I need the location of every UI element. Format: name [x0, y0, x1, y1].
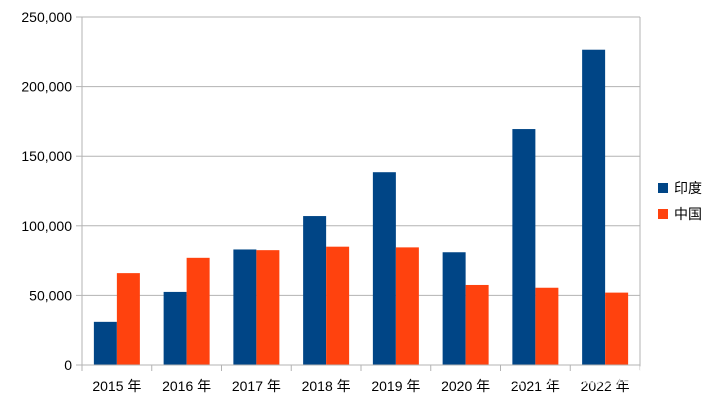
bar-印度-2021 年	[512, 129, 536, 365]
bar-印度-2017 年	[233, 249, 257, 365]
y-tick-label: 200,000	[21, 79, 72, 95]
bar-中国-2021 年	[535, 287, 559, 365]
bar-中国-2022 年	[605, 292, 629, 365]
x-tick-label: 2016 年	[162, 378, 211, 394]
y-tick-label: 50,000	[29, 287, 72, 303]
bar-中国-2020 年	[465, 284, 489, 365]
bar-中国-2015 年	[116, 273, 140, 365]
x-tick-label: 2020 年	[441, 378, 490, 394]
axes	[76, 16, 641, 371]
x-tick-label: 2021 年	[511, 378, 560, 394]
y-tick-label: 100,000	[21, 218, 72, 234]
y-tick-label: 0	[64, 357, 72, 373]
x-tick-label: 2018 年	[302, 378, 351, 394]
y-tick-label: 150,000	[21, 148, 72, 164]
bar-中国-2019 年	[395, 247, 419, 365]
bar-中国-2016 年	[186, 257, 210, 365]
x-tick-label: 2022 年	[581, 378, 630, 394]
legend-swatch	[658, 209, 668, 219]
x-tick-label: 2017 年	[232, 378, 281, 394]
bars	[93, 49, 629, 365]
legend-swatch	[658, 183, 668, 193]
y-tick-labels: 0 50,000 100,000 150,000 200,000 250,000	[21, 9, 72, 373]
x-tick-label: 2019 年	[371, 378, 420, 394]
legend-label: 印度	[674, 180, 702, 196]
x-tick-label: 2015 年	[92, 378, 141, 394]
bar-印度-2018 年	[303, 216, 327, 365]
bar-印度-2022 年	[582, 49, 606, 365]
bar-中国-2018 年	[326, 246, 350, 365]
bar-印度-2020 年	[442, 252, 466, 365]
watermark: 知乎 @八仙过海加拿大	[490, 364, 696, 388]
bar-印度-2016 年	[163, 291, 187, 365]
y-tick-label: 250,000	[21, 9, 72, 25]
legend-label: 中国	[674, 206, 702, 222]
bar-印度-2015 年	[93, 321, 117, 365]
x-tick-labels: 2015 年 2016 年 2017 年 2018 年 2019 年 2020 年 2021…	[92, 378, 629, 394]
bar-印度-2019 年	[372, 172, 396, 365]
bar-中国-2017 年	[256, 250, 280, 365]
